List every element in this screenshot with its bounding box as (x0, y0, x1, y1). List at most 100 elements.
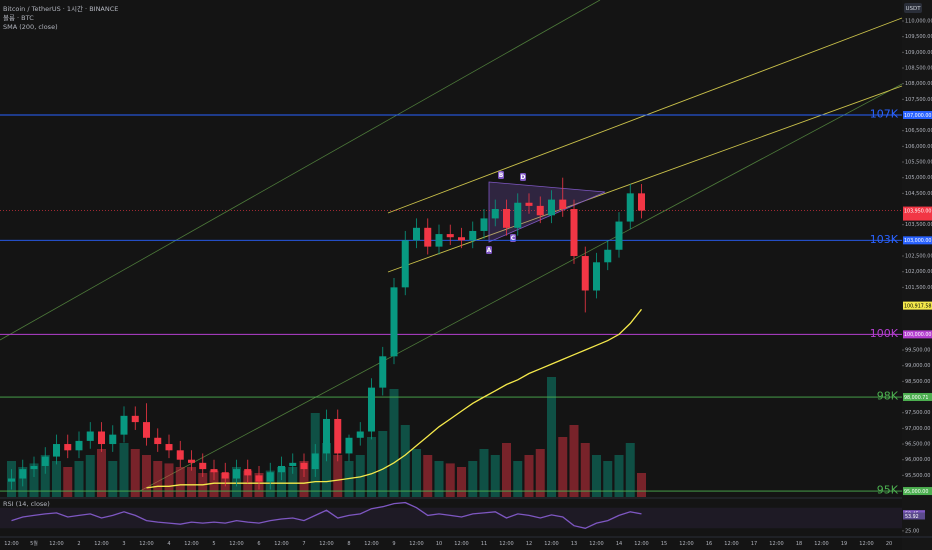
x-tick-label: 11 (481, 541, 487, 547)
y-tick-label: 96,500.00 (905, 442, 930, 448)
volume-bar (52, 461, 61, 497)
x-tick-label: 12:00 (679, 541, 693, 547)
volume-bar (513, 461, 523, 497)
rsi-tick-label: 25.00 (905, 528, 919, 534)
candle-body (53, 444, 60, 457)
x-tick-label: 4 (167, 541, 170, 547)
sma-tag-text: 100,917.58 (904, 303, 931, 309)
x-tick-label: 12:00 (409, 541, 423, 547)
x-tick-label: 8 (347, 541, 350, 547)
x-tick-label: 12:00 (814, 541, 828, 547)
pattern-badge (520, 173, 526, 181)
rsi-label: RSI (14, close) (3, 500, 50, 508)
candle-body (469, 230, 477, 241)
x-tick-label: 15 (661, 541, 667, 547)
volume-bar (40, 455, 50, 497)
volume-bar (119, 443, 129, 497)
volume-bar (535, 449, 545, 497)
x-tick-label: 12:00 (724, 541, 738, 547)
volume-bar (569, 425, 579, 497)
volume-bar (389, 389, 399, 497)
pattern-badge (498, 171, 504, 179)
level-tag-text: 100,000.00 (904, 332, 931, 338)
level-tag-text: 107,000.00 (904, 113, 931, 119)
volume-bar (434, 461, 444, 497)
candle-body (289, 462, 297, 466)
candle-body (570, 209, 578, 257)
y-tick-label: 104,500.00 (905, 191, 932, 197)
candle-body (593, 262, 600, 291)
volume-bar (457, 467, 466, 497)
candle-body (41, 456, 49, 466)
last-price-text: 103,950.00 (904, 208, 931, 214)
y-tick-label: 95,500.00 (905, 473, 930, 479)
volume-bar (468, 461, 478, 497)
volume-bar (625, 443, 635, 497)
candle-body (604, 249, 612, 263)
x-tick-label: 12 (526, 541, 532, 547)
volume-bar (333, 455, 343, 497)
volume-bar (524, 455, 534, 497)
candle-body (435, 234, 443, 247)
level-label: 103K (870, 233, 899, 246)
x-tick-label: 20 (886, 541, 892, 547)
candle-body (154, 437, 162, 445)
y-tick-label: 109,500.00 (905, 34, 932, 40)
candle-body (368, 387, 375, 432)
level-label: 98K (877, 390, 899, 403)
candle-body (581, 256, 589, 291)
candle-body (311, 453, 319, 470)
level-tag (903, 330, 932, 339)
volume-bar (400, 425, 410, 497)
x-tick-label: 13 (571, 541, 577, 547)
candle-body (458, 237, 465, 241)
volume-bar (603, 461, 613, 497)
x-tick-label: 12:00 (49, 541, 63, 547)
candle-body (334, 418, 342, 454)
level-tag-text: 95,000.00 (904, 489, 928, 495)
candle-body (323, 418, 330, 454)
candle-body (8, 478, 15, 482)
level-tag (903, 487, 932, 496)
volume-bar (63, 467, 73, 497)
currency: USDT (905, 6, 921, 12)
x-tick-label: 5월 (30, 540, 38, 547)
x-tick-label: 12:00 (184, 541, 198, 547)
volume-label: 볼륨 · BTC (3, 13, 34, 22)
volume-bar (322, 443, 331, 497)
level-tag-text: 103,000.00 (904, 238, 931, 244)
y-tick-label: 110,000.00 (905, 18, 932, 24)
candle-body (165, 444, 173, 451)
y-tick-label: 102,000.00 (905, 269, 932, 275)
last-price-tag (903, 206, 932, 221)
candle-body (401, 240, 409, 288)
x-tick-label: 9 (392, 541, 395, 547)
x-tick-label: 16 (706, 541, 712, 547)
volume-bar (592, 455, 601, 497)
pattern-label: C (511, 235, 516, 242)
candle-body (221, 472, 229, 479)
candle-body (300, 462, 308, 470)
x-tick-label: 12:00 (499, 541, 513, 547)
pattern-label: B (499, 172, 504, 179)
candle-body (446, 234, 454, 238)
y-tick-label: 102,500.00 (905, 254, 932, 260)
candle-body (233, 469, 240, 479)
channel-line (387, 17, 903, 214)
x-tick-label: 5 (212, 541, 215, 547)
volume-bar (547, 377, 556, 497)
level-label: 100K (870, 327, 899, 340)
candle-body (413, 227, 420, 241)
volume-bar (130, 449, 140, 497)
candle-body (188, 459, 195, 463)
candle-body (480, 218, 488, 231)
volume-bar (378, 431, 388, 497)
level-tag (903, 393, 932, 402)
candle-body (30, 465, 38, 470)
candle-body (548, 199, 555, 216)
volume-bar (637, 473, 646, 497)
level-tag (903, 236, 932, 245)
candle-body (255, 475, 263, 482)
x-tick-label: 12:00 (94, 541, 108, 547)
